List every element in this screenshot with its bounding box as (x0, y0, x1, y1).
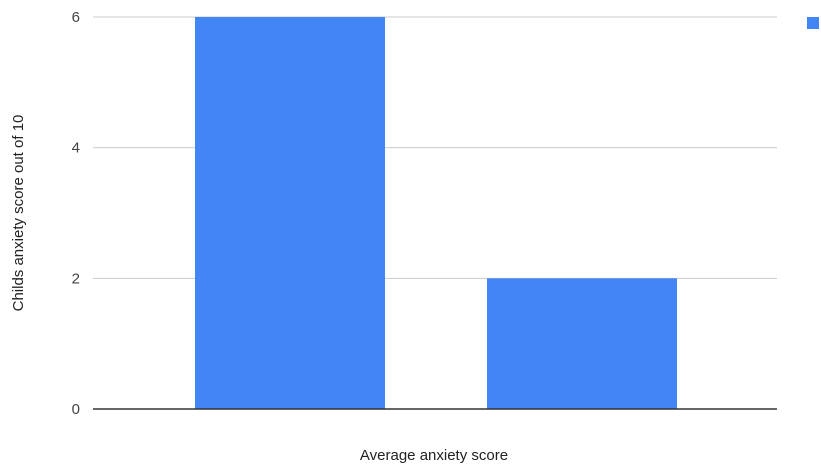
bar (487, 278, 677, 409)
x-axis-title: Average anxiety score (360, 447, 508, 464)
y-axis-title: Childs anxiety score out of 10 (10, 115, 27, 312)
y-tick-label: 2 (72, 270, 80, 287)
legend-swatch (807, 17, 819, 29)
bars (195, 17, 677, 409)
bar (195, 17, 385, 409)
y-tick-label: 6 (72, 9, 80, 26)
y-tick-label: 4 (72, 140, 80, 157)
y-tick-label: 0 (72, 401, 80, 418)
y-axis-ticks: 0 2 4 6 (72, 9, 80, 418)
